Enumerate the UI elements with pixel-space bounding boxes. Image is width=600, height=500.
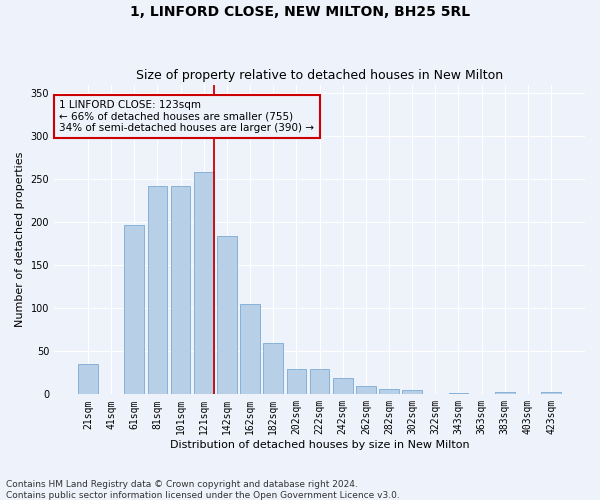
Bar [379, 389, 399, 394]
X-axis label: Distribution of detached houses by size in New Milton: Distribution of detached houses by size … [170, 440, 469, 450]
Bar [240, 304, 260, 394]
Bar [541, 392, 561, 394]
Bar [310, 368, 329, 394]
Text: Contains HM Land Registry data © Crown copyright and database right 2024.
Contai: Contains HM Land Registry data © Crown c… [6, 480, 400, 500]
Bar [333, 378, 353, 394]
Bar [263, 342, 283, 394]
Bar [287, 368, 306, 394]
Text: 1 LINFORD CLOSE: 123sqm
← 66% of detached houses are smaller (755)
34% of semi-d: 1 LINFORD CLOSE: 123sqm ← 66% of detache… [59, 100, 314, 133]
Bar [449, 392, 468, 394]
Title: Size of property relative to detached houses in New Milton: Size of property relative to detached ho… [136, 69, 503, 82]
Bar [356, 386, 376, 394]
Text: 1, LINFORD CLOSE, NEW MILTON, BH25 5RL: 1, LINFORD CLOSE, NEW MILTON, BH25 5RL [130, 5, 470, 19]
Bar [217, 236, 237, 394]
Y-axis label: Number of detached properties: Number of detached properties [15, 152, 25, 327]
Bar [194, 172, 214, 394]
Bar [495, 392, 515, 394]
Bar [124, 225, 144, 394]
Bar [402, 390, 422, 394]
Bar [148, 186, 167, 394]
Bar [171, 186, 190, 394]
Bar [78, 364, 98, 394]
